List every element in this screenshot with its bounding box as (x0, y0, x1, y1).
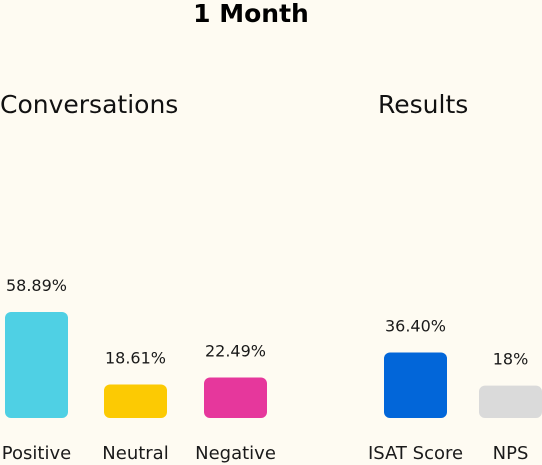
conversations-bar-neutral (104, 384, 167, 418)
results-value-label-nps: 18% (493, 350, 529, 369)
conversations-chart-title: Conversations (0, 90, 179, 119)
results-bar-nps (479, 385, 542, 418)
conversations-value-label-positive: 58.89% (6, 276, 67, 295)
conversations-value-label-neutral: 18.61% (105, 349, 166, 368)
results-bar-isat-score (384, 352, 447, 418)
results-category-label-nps: NPS (493, 443, 529, 464)
conversations-value-label-negative: 22.49% (205, 342, 266, 361)
conversations-bar-negative (204, 377, 267, 418)
results-category-label-isat-score: ISAT Score (368, 443, 463, 464)
conversations-category-label-negative: Negative (195, 443, 276, 464)
conversations-bar-positive (5, 311, 68, 418)
results-value-label-isat-score: 36.40% (385, 316, 446, 335)
chart-title: 1 Month (193, 0, 309, 28)
results-chart-title: Results (378, 90, 469, 119)
conversations-category-label-positive: Positive (2, 443, 71, 464)
conversations-category-label-neutral: Neutral (102, 443, 168, 464)
